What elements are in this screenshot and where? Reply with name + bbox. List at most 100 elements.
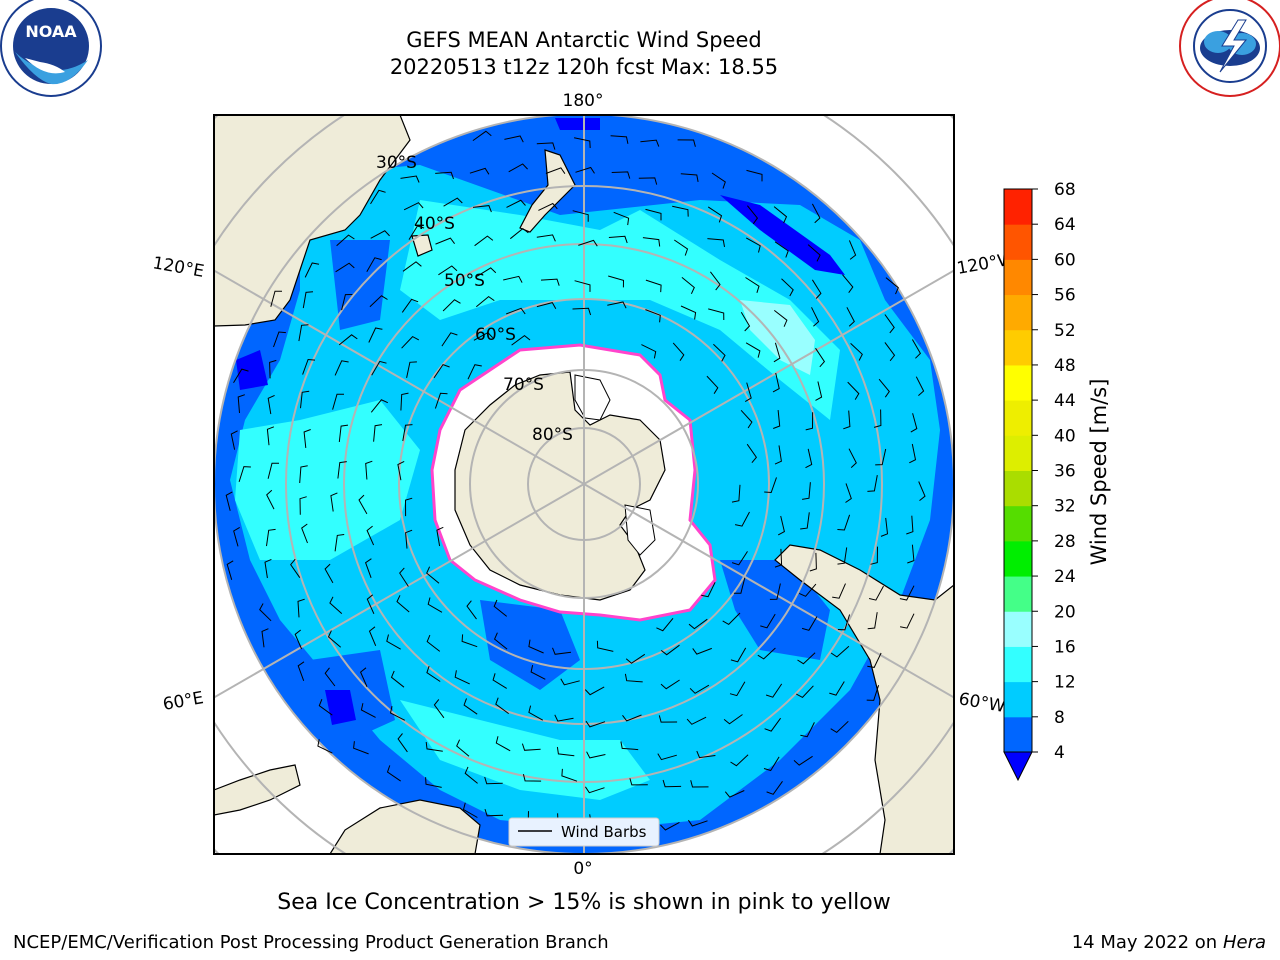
colorbar-segment [1004, 329, 1032, 366]
wind-barb [433, 699, 445, 719]
noaa-logo: NOAA [0, 0, 102, 97]
wind-barb [796, 685, 814, 699]
colorbar-segment [1004, 681, 1032, 718]
wind-barb [329, 596, 343, 614]
wind-barb [745, 342, 761, 358]
wind-barb [402, 424, 413, 442]
wind-barb [495, 697, 509, 715]
wind-barb [681, 277, 695, 295]
wind-barb [837, 614, 851, 631]
wind-barb [805, 448, 813, 469]
wind-barb [237, 394, 245, 414]
wind-barb [842, 274, 854, 293]
wind-barb [610, 135, 629, 144]
wind-barb [763, 756, 780, 772]
wind-barb [397, 460, 405, 481]
sea-ice-note: Sea Ice Concentration > 15% is shown in … [277, 890, 891, 915]
wind-barb [848, 448, 857, 468]
wind-barb [830, 645, 850, 658]
wind-barb [740, 409, 753, 429]
wind-barb [688, 618, 708, 630]
wind-barb [764, 477, 777, 494]
wind-barb [572, 307, 592, 316]
wind-barb [690, 780, 709, 788]
wind-barb [641, 344, 657, 359]
wind-barb [506, 199, 526, 208]
wind-barb [359, 667, 368, 687]
wind-barb [846, 307, 855, 327]
wind-barb [456, 739, 470, 757]
wind-barb [399, 567, 409, 587]
wind-barb [645, 208, 662, 221]
colorbar-segment [1004, 259, 1032, 296]
land-madagascar [214, 764, 301, 816]
wind-barb [522, 773, 542, 782]
wind-barb [365, 460, 373, 480]
colorbar-tick-label: 60 [1054, 250, 1076, 270]
wind-barb [390, 670, 405, 688]
wind-barb [233, 526, 240, 547]
wind-barb [386, 634, 401, 650]
wind-barb [885, 277, 899, 295]
wind-barb [624, 673, 643, 683]
wind-barb [870, 546, 878, 565]
wind-barb [336, 234, 355, 247]
wind-barb [472, 130, 492, 142]
wind-barb [745, 237, 761, 253]
wind-barb [552, 647, 572, 655]
wind-barb [368, 327, 383, 343]
wind-barb [711, 172, 726, 189]
wind-barb [574, 137, 591, 149]
wind-barb [613, 211, 630, 226]
wind-barb [338, 334, 358, 346]
wind-barb [611, 171, 631, 179]
colorbar-tick-label: 16 [1054, 637, 1076, 657]
wind-barb [608, 275, 625, 288]
wind-barb [867, 652, 882, 668]
wind-barb [302, 358, 316, 375]
wind-barb [536, 302, 557, 309]
wind-barb [396, 595, 410, 613]
wind-barb [327, 630, 342, 648]
colorbar-segment [1004, 716, 1032, 753]
wind-barb [267, 394, 275, 415]
wind-barb [259, 603, 272, 622]
wind-barb [867, 475, 878, 492]
wind-barb [366, 594, 375, 615]
wind-barb [438, 265, 458, 276]
wind-barb [337, 461, 347, 479]
wind-barb [805, 412, 814, 431]
wind-barb [909, 443, 917, 464]
wind-barb [774, 548, 783, 568]
wind-barb [264, 558, 272, 579]
wind-barb [528, 639, 544, 654]
colorbar-tick-label: 56 [1054, 286, 1076, 306]
colorbar-segment [1004, 505, 1032, 542]
wind-barb [773, 206, 788, 224]
wind-barb [324, 563, 334, 584]
wind-barb [746, 169, 763, 182]
wind-barb [474, 235, 494, 247]
wind-barb [760, 613, 776, 629]
wind-barb [662, 779, 682, 788]
colorbar-segment [1004, 576, 1032, 612]
colorbar-segment [1004, 400, 1032, 436]
lat-label-40s: 40°S [414, 214, 455, 234]
wind-barb [815, 381, 823, 401]
wind-barb [467, 364, 482, 380]
wind-barb [506, 307, 526, 315]
wind-barb [402, 261, 422, 272]
colorbar-segment [1004, 540, 1032, 577]
wind-barb [225, 491, 233, 511]
wind-barb [774, 241, 789, 258]
wind-barb [730, 754, 749, 767]
wind-barb [657, 753, 677, 761]
wind-barb [710, 271, 721, 291]
nws-logo [1179, 0, 1280, 97]
wind-barb [495, 736, 511, 752]
wind-barb [226, 560, 234, 580]
wind-barb [843, 410, 851, 430]
legend-box [508, 817, 660, 847]
wind-barb [815, 347, 826, 368]
